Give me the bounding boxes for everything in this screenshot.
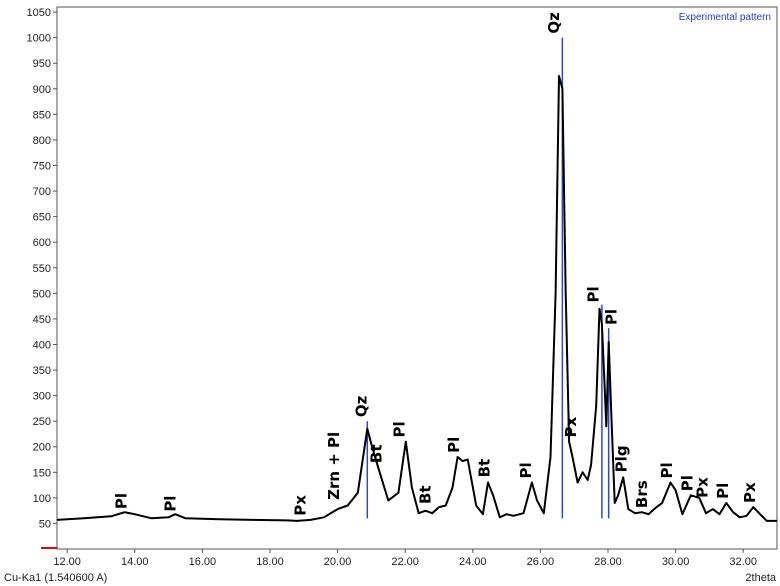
y-tick-label: 800 [33,135,51,147]
radiation-label: Cu-Ka1 (1.540600 A) [4,572,107,584]
peak-label: Pl [517,462,535,478]
peak-label: Pl [602,309,620,325]
peak-label: Bt [476,459,494,478]
plot-frame [56,6,778,550]
peak-label: Pl [714,483,732,499]
y-tick-label: 650 [33,212,51,224]
y-tick-label: 500 [33,288,51,300]
x-axis: 12.00 14.00 16.00 18.00 20.00 22.00 24.00 26.00… [53,549,757,568]
peak-label: Px [562,417,580,438]
x-tick-label: 14.00 [121,556,149,568]
y-tick-label: 600 [33,237,51,249]
y-tick-label: 700 [33,186,51,198]
y-tick-label: 50 [39,518,51,530]
y-tick-label: 1000 [27,33,51,45]
x-tick-label: 24.00 [459,556,487,568]
peak-label: Bt [368,444,386,463]
peak-label: Px [291,495,309,516]
peak-label: Pl [161,496,179,512]
y-tick-label: 950 [33,58,51,70]
y-tick-label: 450 [33,314,51,326]
legend-entry: Experimental pattern [679,12,771,23]
x-tick-label: 32.00 [729,556,757,568]
peak-label: Zrn + Pl [325,432,343,500]
y-tick-label: 150 [33,467,51,479]
y-tick-label: 200 [33,442,51,454]
x-tick-label: 30.00 [662,556,690,568]
y-tick-label: 400 [33,339,51,351]
y-tick-label: 300 [33,391,51,403]
peak-label: Pl [658,462,676,478]
peak-label: Px [694,477,712,498]
peak-label: Pl [112,493,130,509]
y-tick-label: 850 [33,109,51,121]
x-tick-label: 16.00 [189,556,217,568]
x-tick-label: 28.00 [594,556,622,568]
peak-label: Pl [390,421,408,437]
series-line-experimental-pattern [56,75,777,522]
peak-label: Bt [417,485,435,504]
x-tick-label: 18.00 [256,556,284,568]
x-tick-label: 26.00 [527,556,555,568]
y-tick-label: 750 [33,161,51,173]
x-axis-label: 2theta [745,572,776,584]
y-tick-label: 250 [33,416,51,428]
peak-label: Px [741,482,759,503]
peak-label: Pl [678,475,696,491]
peak-label: Qz [352,395,370,417]
x-tick-label: 20.00 [324,556,352,568]
y-tick-label: 350 [33,365,51,377]
y-tick-label: 900 [33,84,51,96]
y-axis: 50 100 150 200 250 300 350 400 450 500 550 600 650 70… [27,7,57,530]
x-tick-label: 12.00 [53,556,81,568]
y-tick-label: 1050 [27,7,51,19]
peak-label: Plg [613,445,631,472]
peak-label: Pl [585,286,603,302]
peak-label: Pl [445,437,463,453]
peak-label: Brs [633,480,651,508]
y-tick-label: 100 [33,493,51,505]
x-tick-label: 22.00 [391,556,419,568]
peak-label: Qz [545,12,563,34]
y-tick-label: 550 [33,263,51,275]
